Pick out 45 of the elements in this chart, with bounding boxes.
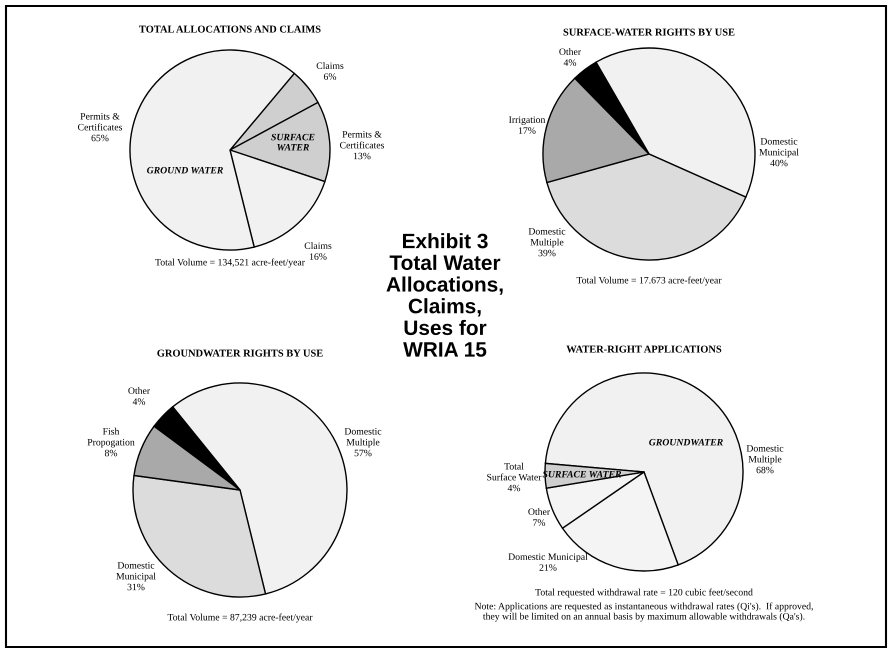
- chart-title: GROUNDWATER RIGHTS BY USE: [157, 350, 323, 357]
- text: Exhibit 3 Total Water Allocations, Claims, Uses for WRIA 15: [386, 233, 503, 357]
- slice-label: Fish Propogation: [88, 428, 135, 448]
- slice-label: Domestic Municipal: [759, 138, 799, 158]
- slice-label: Domestic Municipal: [508, 553, 588, 562]
- chart-title: TOTAL ALLOCATIONS AND CLAIMS: [139, 26, 321, 33]
- slice-label: Other: [528, 508, 550, 516]
- data-label: 16%: [310, 253, 327, 260]
- text: SURFACE WATER: [271, 134, 315, 151]
- data-label: 6%: [324, 73, 336, 80]
- text: Total requested withdrawal rate = 120 cubic feet/second: [535, 588, 753, 598]
- data-label: 17%: [518, 127, 536, 134]
- text: Note: Applications are requested as instantaneous withdrawal rates (Qi's). If approved, they will be limited on an annual basis by maximum allowable withdrawals (Qa's).: [474, 602, 813, 622]
- slice-label: Total Surface Water: [487, 462, 542, 480]
- slice-label: Claims: [304, 242, 332, 250]
- data-label: 31%: [128, 584, 145, 590]
- data-label: 21%: [540, 564, 557, 571]
- slice-label: Permits & Certificates: [78, 113, 122, 130]
- slice-label: Domestic Multiple: [344, 428, 382, 448]
- data-label: 39%: [538, 250, 556, 256]
- text: Total Volume = 17.673 acre-feet/year: [576, 276, 722, 286]
- slice-label: Domestic Municipal: [116, 562, 156, 582]
- chart-title: WATER-RIGHT APPLICATIONS: [566, 346, 722, 353]
- text: Total Volume = 87,239 acre-feet/year: [168, 614, 312, 622]
- slice-label: Domestic Multiple: [746, 445, 784, 464]
- data-label: 68%: [756, 466, 774, 474]
- slice-label: Domestic Multiple: [528, 228, 566, 248]
- text: Total Volume = 134,521 acre-feet/year: [155, 258, 305, 268]
- slice-label: Other: [128, 387, 150, 394]
- data-label: 65%: [92, 134, 109, 142]
- text: GROUND WATER: [147, 166, 223, 174]
- slice-label: Other: [559, 48, 581, 56]
- text: GROUNDWATER: [649, 438, 723, 446]
- data-label: 7%: [533, 519, 546, 526]
- slice-label: Irrigation: [508, 116, 546, 125]
- slice-label: Claims: [316, 62, 344, 70]
- slice-label: Permits & Certificates: [340, 131, 384, 148]
- data-label: 4%: [132, 398, 146, 405]
- chart-title: SURFACE-WATER RIGHTS BY USE: [564, 28, 734, 36]
- data-label: 40%: [770, 160, 788, 166]
- data-label: 13%: [354, 152, 371, 160]
- data-label: 4%: [508, 484, 520, 492]
- data-label: 8%: [104, 450, 118, 456]
- data-label: 4%: [564, 59, 576, 66]
- data-label: 57%: [354, 450, 372, 456]
